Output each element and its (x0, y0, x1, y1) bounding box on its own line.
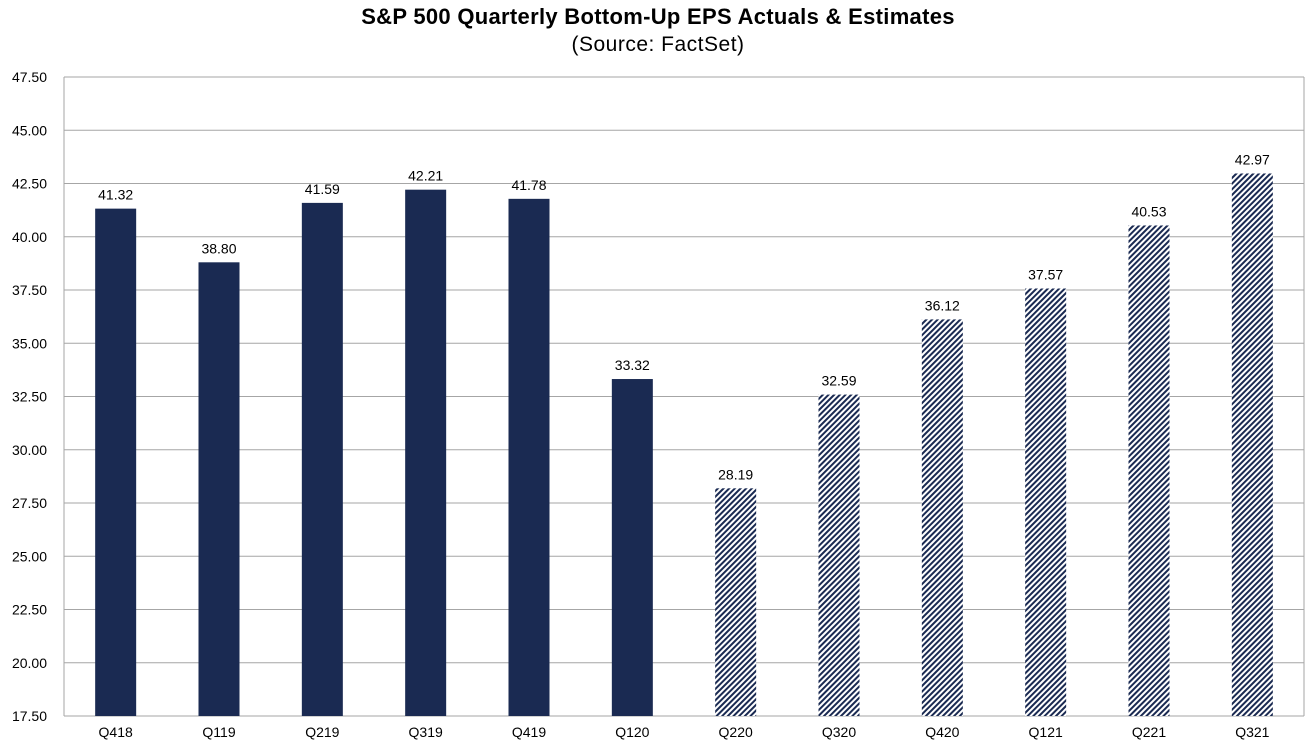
y-tick-label: 40.00 (12, 229, 47, 245)
bar-q321 (1231, 173, 1273, 716)
y-tick-label: 17.50 (12, 708, 47, 724)
bar-q220 (715, 488, 757, 716)
x-tick-label: Q418 (99, 724, 133, 740)
bar-q221 (1128, 225, 1170, 716)
x-tick-label: Q121 (1029, 724, 1063, 740)
y-tick-label: 42.50 (12, 176, 47, 192)
y-tick-label: 30.00 (12, 442, 47, 458)
x-tick-label: Q321 (1235, 724, 1269, 740)
bar-q418 (95, 208, 137, 716)
data-label-q219: 41.59 (305, 181, 340, 197)
y-tick-label: 27.50 (12, 495, 47, 511)
bar-q420 (921, 319, 963, 716)
y-tick-label: 47.50 (12, 69, 47, 85)
y-tick-label: 32.50 (12, 389, 47, 405)
y-tick-label: 22.50 (12, 602, 47, 618)
x-axis: Q418 Q119 Q219 Q319 Q419 Q120 Q220 Q320 Q420 Q121… (99, 724, 1270, 740)
x-tick-label: Q120 (615, 724, 649, 740)
data-label-q221: 40.53 (1131, 203, 1166, 219)
bar-q320 (818, 394, 860, 716)
bar-q319 (405, 189, 447, 716)
y-tick-label: 25.00 (12, 548, 47, 564)
chart-subtitle: (Source: FactSet) (571, 33, 745, 56)
y-tick-label: 45.00 (12, 122, 47, 138)
data-label-q418: 41.32 (98, 187, 133, 203)
data-label-q119: 38.80 (201, 240, 236, 256)
bar-q219 (301, 202, 343, 716)
x-tick-label: Q320 (822, 724, 856, 740)
chart-title: S&P 500 Quarterly Bottom-Up EPS Actuals … (361, 4, 955, 29)
bar-q120 (611, 379, 653, 716)
data-label-q420: 36.12 (925, 297, 960, 313)
x-tick-label: Q419 (512, 724, 546, 740)
bar-q119 (198, 262, 240, 716)
data-label-q120: 33.32 (615, 357, 650, 373)
x-tick-label: Q119 (202, 724, 235, 740)
y-tick-label: 35.00 (12, 335, 47, 351)
data-label-q220: 28.19 (718, 466, 753, 482)
data-label-q419: 41.78 (511, 177, 546, 193)
x-tick-label: Q221 (1132, 724, 1166, 740)
data-label-q121: 37.57 (1028, 267, 1063, 283)
x-tick-label: Q220 (719, 724, 753, 740)
y-tick-label: 37.50 (12, 282, 47, 298)
x-tick-label: Q219 (305, 724, 339, 740)
data-labels: 41.32 38.80 41.59 42.21 41.78 33.32 28.19 32.59… (98, 151, 1270, 482)
y-tick-label: 20.00 (12, 655, 47, 671)
x-tick-label: Q420 (925, 724, 959, 740)
bars (95, 173, 1273, 716)
bar-q121 (1025, 288, 1067, 716)
bar-q419 (508, 198, 550, 716)
data-label-q320: 32.59 (821, 373, 856, 389)
x-tick-label: Q319 (409, 724, 443, 740)
y-axis: 47.50 45.00 42.50 40.00 37.50 35.00 32.50 30.00… (12, 69, 1305, 724)
grid-lines (64, 76, 1304, 717)
data-label-q321: 42.97 (1235, 151, 1270, 167)
data-label-q319: 42.21 (408, 168, 443, 184)
